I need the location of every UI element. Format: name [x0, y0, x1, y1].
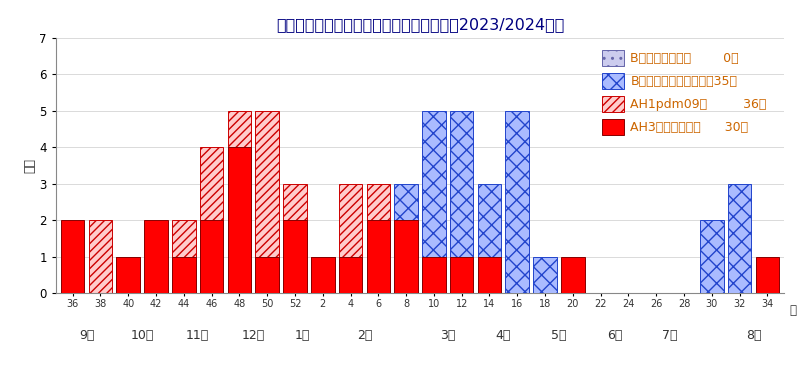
- Bar: [422, 147, 446, 293]
- Bar: [200, 220, 223, 293]
- Bar: [255, 111, 279, 293]
- Text: 3月: 3月: [440, 329, 455, 343]
- Text: 11月: 11月: [186, 329, 210, 343]
- Bar: [478, 257, 502, 293]
- Bar: [172, 220, 196, 293]
- Bar: [311, 257, 334, 293]
- Bar: [227, 147, 251, 293]
- Bar: [61, 220, 85, 293]
- Bar: [338, 257, 362, 293]
- Bar: [227, 111, 251, 293]
- Bar: [450, 111, 474, 293]
- Bar: [144, 220, 168, 293]
- Bar: [506, 111, 529, 293]
- Bar: [89, 220, 112, 293]
- Bar: [728, 184, 751, 293]
- Bar: [338, 184, 362, 293]
- Bar: [755, 257, 779, 293]
- Text: 週: 週: [790, 305, 797, 317]
- Bar: [534, 257, 557, 293]
- Bar: [394, 220, 418, 293]
- Text: 4月: 4月: [496, 329, 511, 343]
- Bar: [700, 220, 723, 293]
- Bar: [283, 220, 306, 293]
- Bar: [117, 257, 140, 293]
- Text: 7月: 7月: [662, 329, 678, 343]
- Bar: [394, 184, 418, 293]
- Bar: [450, 184, 474, 293]
- Bar: [311, 257, 334, 293]
- Bar: [172, 257, 196, 293]
- Bar: [422, 257, 446, 293]
- Bar: [117, 257, 140, 293]
- Bar: [366, 220, 390, 293]
- Bar: [728, 257, 751, 293]
- Legend: B（山形系統）：        0件, B（ビクトリア系統）：35件, AH1pdm09：         36件, AH3（香港型）：      30件: B（山形系統）： 0件, B（ビクトリア系統）：35件, AH1pdm09： 3…: [598, 46, 770, 139]
- Bar: [366, 184, 390, 293]
- Bar: [561, 257, 585, 293]
- Bar: [200, 147, 223, 293]
- Text: 2月: 2月: [357, 329, 372, 343]
- Text: 9月: 9月: [79, 329, 94, 343]
- Title: インフルエンザウイルス検出状況（富山県2023/2024年）: インフルエンザウイルス検出状況（富山県2023/2024年）: [276, 17, 564, 32]
- Text: 6月: 6月: [607, 329, 622, 343]
- Text: 12月: 12月: [242, 329, 265, 343]
- Bar: [478, 184, 502, 293]
- Bar: [283, 184, 306, 293]
- Text: 10月: 10月: [130, 329, 154, 343]
- Bar: [422, 111, 446, 293]
- Bar: [506, 257, 529, 293]
- Text: 5月: 5月: [551, 329, 566, 343]
- Text: 1月: 1月: [294, 329, 310, 343]
- Text: 8月: 8月: [746, 329, 761, 343]
- Bar: [450, 257, 474, 293]
- Y-axis label: 件数: 件数: [24, 158, 37, 173]
- Bar: [255, 257, 279, 293]
- Bar: [478, 220, 502, 293]
